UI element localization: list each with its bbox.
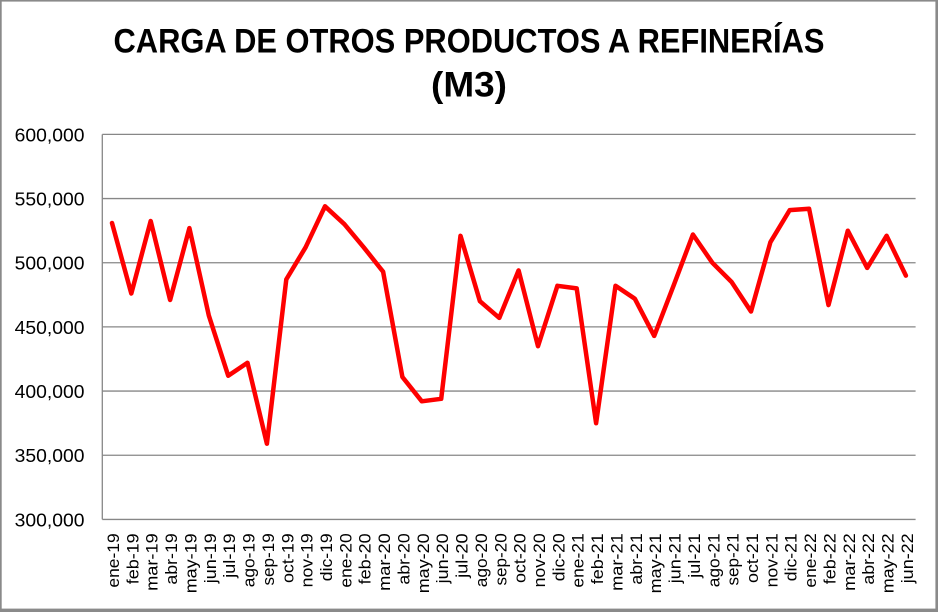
svg-text:ene-21: ene-21 <box>570 533 588 587</box>
svg-text:sep-20: sep-20 <box>492 533 510 585</box>
svg-text:jul-21: jul-21 <box>686 533 704 579</box>
svg-text:ene-19: ene-19 <box>105 533 123 587</box>
svg-text:abr-19: abr-19 <box>163 533 181 584</box>
svg-text:may-19: may-19 <box>182 533 200 593</box>
svg-text:feb-22: feb-22 <box>822 533 840 584</box>
svg-text:ago-19: ago-19 <box>241 533 259 587</box>
svg-text:may-22: may-22 <box>880 533 898 593</box>
svg-text:CARGA DE OTROS PRODUCTOS A REF: CARGA DE OTROS PRODUCTOS A REFINERÍAS <box>114 23 825 61</box>
svg-text:jul-19: jul-19 <box>221 533 239 579</box>
svg-text:ago-21: ago-21 <box>705 533 723 587</box>
svg-text:abr-20: abr-20 <box>395 533 413 584</box>
svg-text:abr-21: abr-21 <box>628 533 646 584</box>
svg-text:400,000: 400,000 <box>15 381 85 402</box>
svg-text:sep-19: sep-19 <box>260 533 278 585</box>
svg-text:(M3): (M3) <box>431 66 507 105</box>
svg-text:nov-21: nov-21 <box>763 533 781 587</box>
svg-text:sep-21: sep-21 <box>725 533 743 585</box>
svg-text:mar-21: mar-21 <box>609 533 627 591</box>
svg-text:ene-20: ene-20 <box>337 533 355 587</box>
svg-text:dic-19: dic-19 <box>318 533 336 581</box>
svg-text:550,000: 550,000 <box>15 189 85 210</box>
svg-text:may-20: may-20 <box>415 533 433 593</box>
svg-text:oct-20: oct-20 <box>512 533 530 583</box>
svg-text:jun-22: jun-22 <box>899 533 917 584</box>
svg-text:oct-21: oct-21 <box>744 533 762 583</box>
svg-text:dic-21: dic-21 <box>783 533 801 581</box>
svg-text:mar-22: mar-22 <box>841 533 859 591</box>
svg-text:feb-21: feb-21 <box>589 533 607 584</box>
svg-text:oct-19: oct-19 <box>279 533 297 583</box>
svg-text:nov-19: nov-19 <box>299 533 317 587</box>
svg-text:300,000: 300,000 <box>15 509 85 530</box>
svg-text:feb-19: feb-19 <box>124 533 142 584</box>
svg-text:abr-22: abr-22 <box>860 533 878 584</box>
svg-text:600,000: 600,000 <box>15 124 85 145</box>
svg-text:jun-21: jun-21 <box>667 533 685 584</box>
svg-text:dic-20: dic-20 <box>550 533 568 581</box>
svg-text:450,000: 450,000 <box>15 317 85 338</box>
svg-text:nov-20: nov-20 <box>531 533 549 587</box>
svg-text:350,000: 350,000 <box>15 445 85 466</box>
svg-text:ene-22: ene-22 <box>802 533 820 587</box>
svg-text:ago-20: ago-20 <box>473 533 491 587</box>
svg-text:mar-20: mar-20 <box>376 533 394 591</box>
svg-text:may-21: may-21 <box>647 533 665 593</box>
svg-text:feb-20: feb-20 <box>357 533 375 584</box>
svg-text:jun-19: jun-19 <box>202 533 220 584</box>
svg-text:jul-20: jul-20 <box>454 533 472 579</box>
svg-text:mar-19: mar-19 <box>144 533 162 591</box>
svg-text:jun-20: jun-20 <box>434 533 452 584</box>
svg-text:500,000: 500,000 <box>15 253 85 274</box>
